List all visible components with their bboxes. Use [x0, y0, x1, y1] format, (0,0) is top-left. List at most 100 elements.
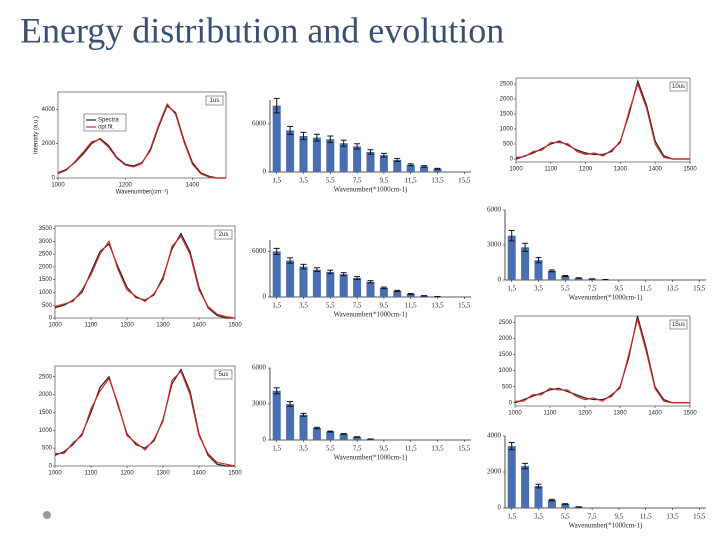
tag-box — [669, 319, 688, 330]
bar — [353, 437, 362, 440]
y-tick-label: 500 — [42, 303, 53, 309]
y-tick-label: 3000 — [487, 241, 502, 249]
tag: 2us — [219, 232, 229, 238]
bar — [534, 486, 543, 508]
x-tick-label: 1200 — [120, 323, 134, 329]
bar — [393, 290, 402, 297]
bar — [299, 414, 308, 440]
y-tick-label: 2500 — [499, 320, 513, 326]
x-axis-label: Wavenumber(cm⁻¹) — [116, 190, 169, 196]
bar — [339, 143, 348, 172]
bar — [339, 434, 348, 440]
x-tick-label: 1300 — [156, 471, 170, 477]
x-tick-label: 1400 — [648, 411, 662, 417]
y-tick-label: 0 — [510, 157, 514, 163]
x-tick-label: 1500 — [683, 411, 697, 417]
y-tick-label: 6000 — [252, 247, 267, 255]
y-tick-label: 1000 — [39, 290, 53, 296]
x-tick-label: 11,5 — [640, 285, 652, 293]
bar — [312, 137, 321, 172]
x-tick-label: 3,5 — [534, 513, 543, 521]
bullet — [43, 511, 51, 519]
bar — [507, 446, 516, 508]
bar — [379, 287, 388, 297]
y-tick-label: 0 — [52, 176, 56, 182]
y-tick-label: 0 — [263, 168, 267, 176]
x-axis-label: Wavenumber(*1000cm-1) — [334, 186, 408, 194]
bar — [299, 266, 308, 297]
x-tick-label: 9,5 — [615, 285, 624, 293]
x-tick-label: 3,5 — [299, 445, 308, 453]
x-tick-label: 1400 — [649, 167, 663, 173]
y-tick-label: 0 — [263, 436, 267, 444]
x-tick-label: 7,5 — [353, 302, 362, 310]
y-tick-label: 2500 — [39, 252, 53, 258]
y-tick-label: 2000 — [500, 97, 514, 103]
x-tick-label: 1000 — [51, 183, 65, 189]
x-tick-label: 1100 — [544, 411, 558, 417]
spectrum-line — [515, 316, 690, 404]
bar — [326, 431, 335, 440]
plot-frame — [54, 365, 236, 467]
x-tick-label: 1500 — [683, 167, 697, 173]
y-tick-label: 3500 — [39, 226, 53, 232]
y-tick-label: 1500 — [39, 277, 53, 283]
y-tick-label: 1000 — [39, 428, 53, 434]
bar — [353, 146, 362, 172]
plot-frame — [57, 91, 227, 179]
bar — [534, 260, 543, 280]
x-tick-label: 15,5 — [458, 445, 471, 453]
x-tick-label: 5,5 — [561, 513, 570, 521]
x-tick-label: 1400 — [192, 471, 206, 477]
x-tick-label: 1400 — [192, 323, 206, 329]
bar — [366, 152, 375, 172]
tag-box — [205, 95, 224, 106]
x-tick-label: 1500 — [228, 323, 242, 329]
y-tick-label: 1500 — [499, 352, 513, 358]
spectrum-line — [57, 102, 226, 179]
y-tick-label: 0 — [263, 293, 267, 301]
bar — [521, 466, 530, 508]
bar — [339, 274, 348, 297]
y-tick-label: 2000 — [39, 392, 53, 398]
y-tick-label: 6000 — [487, 206, 502, 214]
bar — [406, 164, 415, 172]
bar — [379, 155, 388, 172]
x-tick-label: 1,5 — [272, 445, 281, 453]
x-tick-label: 1200 — [578, 411, 592, 417]
spectrum-line — [55, 370, 236, 467]
bar — [547, 500, 556, 508]
x-tick-label: 13,5 — [431, 177, 444, 185]
x-axis-label: Wavenumber(*1000cm-1) — [334, 454, 408, 462]
tag: 1us — [210, 98, 220, 104]
x-tick-label: 1200 — [119, 183, 133, 189]
bar — [433, 168, 442, 172]
bar — [286, 130, 295, 172]
x-tick-label: 15,5 — [693, 285, 706, 293]
x-tick-label: 9,5 — [615, 513, 624, 521]
x-tick-label: 1500 — [228, 471, 242, 477]
x-tick-label: 1000 — [508, 411, 522, 417]
x-tick-label: 1,5 — [272, 177, 281, 185]
x-tick-label: 13,5 — [666, 285, 679, 293]
x-tick-label: 15,5 — [458, 177, 471, 185]
y-tick-label: 2000 — [39, 264, 53, 270]
x-tick-label: 5,5 — [326, 445, 335, 453]
y-tick-label: 2000 — [487, 468, 502, 476]
bar — [561, 504, 570, 508]
tag: 15us — [672, 322, 685, 328]
x-tick-label: 11,5 — [405, 302, 417, 310]
x-tick-label: 15,5 — [693, 513, 706, 521]
x-tick-label: 3,5 — [299, 302, 308, 310]
y-tick-label: 0 — [49, 464, 53, 470]
x-axis-label: Wavenumber(*1000cm-1) — [569, 294, 643, 302]
x-tick-label: 1,5 — [272, 302, 281, 310]
x-tick-label: 1400 — [186, 183, 200, 189]
tag-box — [669, 81, 688, 92]
bar — [326, 271, 335, 297]
bar — [272, 105, 281, 172]
y-tick-label: 1000 — [499, 368, 513, 374]
y-tick-label: 2000 — [42, 141, 56, 147]
bar — [353, 278, 362, 297]
